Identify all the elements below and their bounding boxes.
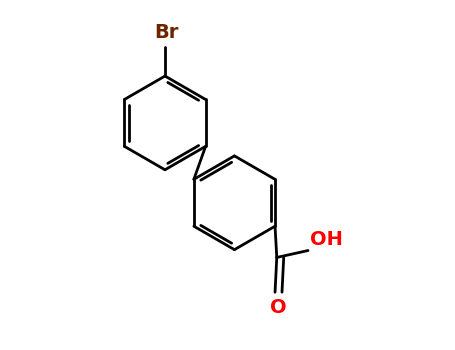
Text: OH: OH: [310, 230, 343, 249]
Text: Br: Br: [155, 23, 179, 42]
Text: O: O: [269, 299, 286, 317]
